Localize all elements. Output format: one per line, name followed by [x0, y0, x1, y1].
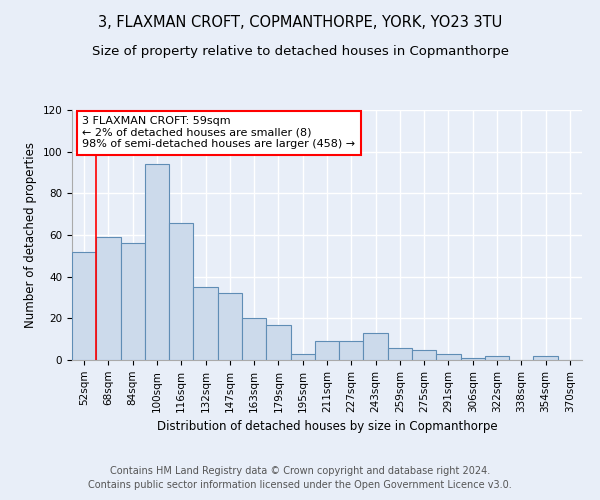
Bar — [461, 358, 485, 360]
Bar — [218, 294, 242, 360]
Bar — [145, 164, 169, 360]
Bar — [412, 350, 436, 360]
Bar — [315, 341, 339, 360]
Y-axis label: Number of detached properties: Number of detached properties — [24, 142, 37, 328]
Text: Size of property relative to detached houses in Copmanthorpe: Size of property relative to detached ho… — [91, 45, 509, 58]
X-axis label: Distribution of detached houses by size in Copmanthorpe: Distribution of detached houses by size … — [157, 420, 497, 433]
Bar — [290, 354, 315, 360]
Bar — [121, 244, 145, 360]
Bar — [169, 222, 193, 360]
Text: 3, FLAXMAN CROFT, COPMANTHORPE, YORK, YO23 3TU: 3, FLAXMAN CROFT, COPMANTHORPE, YORK, YO… — [98, 15, 502, 30]
Bar — [193, 287, 218, 360]
Bar — [485, 356, 509, 360]
Text: Contains HM Land Registry data © Crown copyright and database right 2024.
Contai: Contains HM Land Registry data © Crown c… — [88, 466, 512, 490]
Bar — [266, 324, 290, 360]
Bar — [388, 348, 412, 360]
Bar — [533, 356, 558, 360]
Bar — [72, 252, 96, 360]
Bar — [436, 354, 461, 360]
Bar — [96, 237, 121, 360]
Bar — [242, 318, 266, 360]
Bar — [364, 333, 388, 360]
Bar — [339, 341, 364, 360]
Text: 3 FLAXMAN CROFT: 59sqm
← 2% of detached houses are smaller (8)
98% of semi-detac: 3 FLAXMAN CROFT: 59sqm ← 2% of detached … — [82, 116, 355, 150]
